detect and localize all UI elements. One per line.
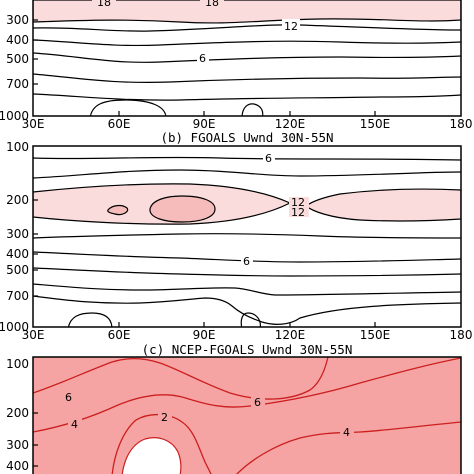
panel-b-contour-1: [33, 295, 461, 325]
panel-a-label-bg-3: [282, 19, 300, 32]
panel-c-ytick-300: 300: [6, 438, 29, 452]
panel-a-ytick-1000: 1000: [0, 109, 29, 123]
panel-c-ticks: [33, 412, 38, 467]
panel-a-contour-label-4: 6: [199, 52, 206, 65]
panel-b-ticks: [33, 199, 376, 327]
panel-c-ytick-100: 100: [6, 357, 29, 371]
panel-c-label-bg-3: [158, 411, 172, 423]
panel-a-closed-contour-left: [89, 99, 167, 116]
panel-b-inner-blob-large: [149, 195, 216, 223]
panel-a-contour-12: [33, 24, 461, 32]
panel-b-shaded-right: [305, 188, 461, 222]
panel-b-label-bg-4: [241, 255, 253, 267]
panel-b-contour-label-4: 6: [243, 255, 250, 268]
panel-b-contour-3-lower: [33, 283, 461, 296]
panel-a-ytick-300: 300: [6, 13, 29, 27]
panel-a-frame: [32, 0, 462, 117]
panel-b-ytick-700: 700: [6, 289, 29, 303]
panel-b-contour-9: [33, 233, 461, 239]
panel-b-xtick-60e: 60E: [108, 328, 131, 342]
panel-c-label-bg-2: [68, 418, 82, 430]
panel-b-ytick-100: 100: [6, 140, 29, 154]
panel-b-ytick-400: 400: [6, 247, 29, 261]
panel-b: 6 12 12 6 100 200 300 400 500 700 1000 3…: [0, 140, 472, 342]
panel-b-ytick-1000: 1000: [0, 320, 29, 334]
panel-a-ytick-400: 400: [6, 33, 29, 47]
panel-a-contour-0: [33, 93, 461, 101]
panel-a-xtick-90e: 90E: [193, 117, 216, 131]
panel-a-contour-6: [33, 52, 461, 63]
panel-b-ytick-200: 200: [6, 193, 29, 207]
panel-b-closed-contour-right: [240, 312, 261, 327]
panel-b-frame: [32, 145, 462, 328]
panel-a-contour-3: [33, 73, 461, 83]
panel-c-label-bg-4: [251, 396, 265, 408]
panel-b-closed-contour-left: [67, 312, 113, 327]
panel-b-inner-blob-small: [107, 204, 129, 216]
panel-c-label-bg-1: [62, 391, 76, 403]
panel-b-contour-6: [33, 169, 461, 179]
panel-c-shaded-field: [33, 357, 461, 474]
panel-b-ytick-300: 300: [6, 227, 29, 241]
panel-b-title: (b) FGOALS Uwnd 30N-55N: [160, 130, 333, 145]
panel-a-xtick-150e: 150E: [360, 117, 391, 131]
panel-a-contour-label-1: 18: [97, 0, 111, 9]
panel-c-contour-label-3: 2: [161, 411, 168, 424]
panel-c-contour-4: [33, 357, 461, 433]
panel-a-ytick-500: 500: [6, 52, 29, 66]
panel-b-label-bg-2: [289, 197, 309, 217]
panel-b-contour-3: [33, 156, 461, 161]
panel-c-label-bg-5: [340, 426, 354, 438]
panel-b-ytick-500: 500: [6, 263, 29, 277]
panel-b-contour-label-1: 6: [265, 152, 272, 165]
panel-b-xtick-180: 180: [450, 328, 473, 342]
panel-a: 18 18 12 6 300 400 500 700 1000 30E 60E …: [0, 0, 472, 131]
panel-c-title: (c) NCEP-FGOALS Uwnd 30N-55N: [142, 342, 353, 357]
panel-a-shaded-region: [33, 0, 461, 24]
panel-c-frame: [32, 356, 462, 474]
panel-a-ytick-700: 700: [6, 77, 29, 91]
panel-a-ticks: [33, 19, 376, 116]
panel-a-label-bg-1: [92, 0, 116, 8]
panel-b-xtick-90e: 90E: [193, 328, 216, 342]
panel-a-xtick-180: 180: [450, 117, 473, 131]
panel-c-contour-label-2: 4: [71, 418, 78, 431]
panel-b-xtick-30e: 30E: [22, 328, 45, 342]
panel-a-label-bg-4: [197, 52, 209, 64]
panel-c: 6 4 2 6 4 100 200 300 400: [6, 356, 462, 474]
panel-c-contour-2: [111, 413, 212, 474]
panel-b-contour-label-3: 12: [291, 206, 305, 219]
panel-b-xtick-120e: 120E: [275, 328, 306, 342]
panel-c-contour-4-lower: [236, 421, 461, 474]
panel-b-xtick-150e: 150E: [360, 328, 391, 342]
panel-c-contour-label-1: 6: [65, 391, 72, 404]
panel-a-xtick-60e: 60E: [108, 117, 131, 131]
panel-c-contour-label-5: 4: [343, 426, 350, 439]
panel-a-xtick-120e: 120E: [275, 117, 306, 131]
panel-c-ytick-200: 200: [6, 406, 29, 420]
panel-b-contour-label-2: 12: [291, 196, 305, 209]
panel-c-white-region: [121, 437, 182, 474]
panel-c-ytick-400: 400: [6, 459, 29, 473]
panel-a-label-bg-2: [200, 0, 224, 8]
panel-c-contour-label-4: 6: [254, 396, 261, 409]
panel-a-contour-9: [33, 39, 461, 47]
panel-a-xtick-30e: 30E: [22, 117, 45, 131]
panel-a-contour-label-2: 18: [205, 0, 219, 9]
panel-a-contour-label-3: 12: [284, 20, 298, 33]
panel-b-contour-4: [33, 267, 461, 277]
panel-c-contour-6-left: [33, 357, 329, 400]
panel-a-closed-contour-right: [241, 103, 264, 116]
panel-b-label-bg-1: [263, 152, 275, 164]
